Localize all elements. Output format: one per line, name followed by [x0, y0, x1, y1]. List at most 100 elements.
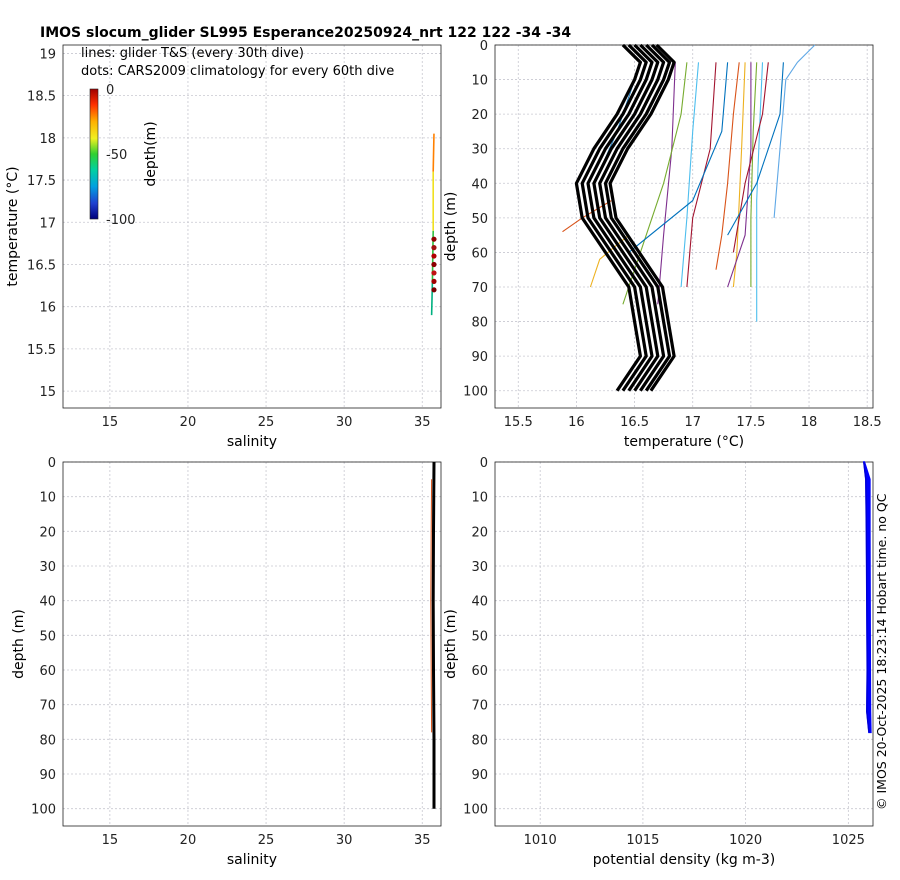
y-tick-label: 90 [471, 768, 488, 783]
glider-profile-line [732, 62, 746, 288]
climatology-profile-line [608, 43, 676, 392]
salinity-profile-line [430, 479, 433, 733]
climatology-profile-line [603, 43, 672, 392]
x-tick-label: 30 [336, 833, 353, 848]
y-tick-label: 40 [39, 595, 56, 610]
x-tick-label: 16 [568, 415, 585, 430]
y-axis-label: depth (m) [443, 192, 459, 262]
colorbar-label: depth(m) [143, 121, 159, 186]
axes-box [494, 44, 874, 409]
axes-box [494, 461, 874, 827]
x-tick-label: 1020 [729, 833, 762, 848]
y-tick-label: 70 [471, 281, 488, 296]
x-tick-label: 35 [414, 415, 431, 430]
x-tick-label: 20 [180, 415, 197, 430]
glider-profile-line [589, 234, 630, 288]
y-tick-label: 40 [471, 177, 488, 192]
x-tick-label: 1015 [626, 833, 659, 848]
glider-profile-line [732, 62, 769, 253]
climatology-profile-line [580, 43, 648, 392]
colorbar-tick-label: 0 [106, 83, 114, 98]
y-tick-label: 18.5 [27, 90, 56, 105]
y-tick-label: 17 [39, 216, 56, 231]
x-tick-label: 25 [258, 415, 275, 430]
y-tick-label: 50 [471, 629, 488, 644]
glider-profile-line [773, 44, 816, 218]
glider-profile-line [750, 62, 758, 287]
climatology-dot [431, 278, 437, 284]
legend-line: lines: glider T&S (every 30th dive) [81, 46, 304, 61]
y-axis-label: temperature (°C) [5, 166, 21, 286]
y-axis-label: depth (m) [443, 609, 459, 679]
x-tick-label: 16.5 [620, 415, 649, 430]
glider-profile-line [628, 62, 729, 253]
glider-profile-line [727, 62, 752, 288]
y-tick-label: 30 [471, 560, 488, 575]
density-profile-line [863, 461, 870, 733]
y-tick-label: 80 [471, 733, 488, 748]
legend-line: dots: CARS2009 climatology for every 60t… [81, 64, 394, 79]
x-tick-label: 17.5 [736, 415, 765, 430]
y-tick-label: 10 [39, 491, 56, 506]
y-tick-label: 50 [471, 212, 488, 227]
y-tick-label: 40 [471, 595, 488, 610]
x-tick-label: 20 [180, 833, 197, 848]
y-tick-label: 15 [39, 385, 56, 400]
y-tick-label: 30 [471, 143, 488, 158]
glider-profile-line [657, 62, 676, 305]
y-tick-label: 17.5 [27, 174, 56, 189]
x-axis-label: salinity [227, 434, 277, 450]
y-tick-label: 20 [471, 108, 488, 123]
x-tick-label: 18.5 [853, 415, 882, 430]
x-tick-label: 15 [102, 833, 119, 848]
y-tick-label: 80 [471, 316, 488, 331]
y-tick-label: 18 [39, 132, 56, 147]
y-tick-label: 60 [471, 664, 488, 679]
y-tick-label: 70 [471, 699, 488, 714]
credit-text: © IMOS 20-Oct-2025 18:23:14 Hobart time.… [874, 493, 889, 810]
ts-line-segment [432, 133, 435, 172]
glider-profile-line [686, 62, 717, 288]
axes-box [62, 44, 442, 409]
y-tick-label: 90 [471, 350, 488, 365]
x-tick-label: 15.5 [504, 415, 533, 430]
figure-title: IMOS slocum_glider SL995 Esperance202509… [40, 25, 571, 41]
y-axis-label: depth (m) [11, 609, 27, 679]
climatology-dot [431, 261, 437, 268]
climatology-profile-line [586, 43, 654, 392]
y-tick-label: 15.5 [27, 343, 56, 358]
ts-line-segment [430, 281, 434, 316]
glider-profile-line [727, 62, 784, 236]
y-tick-label: 10 [471, 74, 488, 89]
y-tick-label: 0 [48, 456, 56, 471]
x-tick-label: 30 [336, 415, 353, 430]
y-tick-label: 30 [39, 560, 56, 575]
y-tick-label: 60 [471, 246, 488, 261]
climatology-dot [431, 270, 437, 276]
axes-box [62, 461, 442, 827]
climatology-profile-line [592, 43, 660, 392]
y-tick-label: 100 [463, 385, 488, 400]
x-tick-label: 1010 [524, 833, 557, 848]
colorbar-tick-label: -100 [106, 213, 136, 228]
panel-depth-vs-salinity: 15 20 25 30 35 0 10 20 30 40 50 60 70 80 90 100 salinity… [11, 456, 442, 868]
x-tick-label: 35 [414, 833, 431, 848]
glider-profile-line [715, 62, 740, 270]
x-tick-label: 17 [684, 415, 701, 430]
x-axis-label: temperature (°C) [624, 434, 744, 450]
panel-depth-vs-density: 1010 1015 1020 10250102030405060708090100po… [443, 456, 874, 868]
x-tick-label: 15 [102, 415, 119, 430]
y-tick-label: 50 [39, 629, 56, 644]
glider-profile-line [756, 62, 764, 322]
y-tick-label: 0 [480, 39, 488, 54]
glider-profile-line [680, 62, 700, 288]
y-tick-label: 80 [39, 733, 56, 748]
y-tick-label: 100 [31, 803, 56, 818]
x-tick-label: 25 [258, 833, 275, 848]
salinity-profile-line [431, 461, 436, 809]
x-axis-label: potential density (kg m-3) [593, 852, 775, 868]
climatology-dot [431, 287, 437, 293]
y-tick-label: 90 [39, 768, 56, 783]
x-tick-label: 18 [801, 415, 818, 430]
